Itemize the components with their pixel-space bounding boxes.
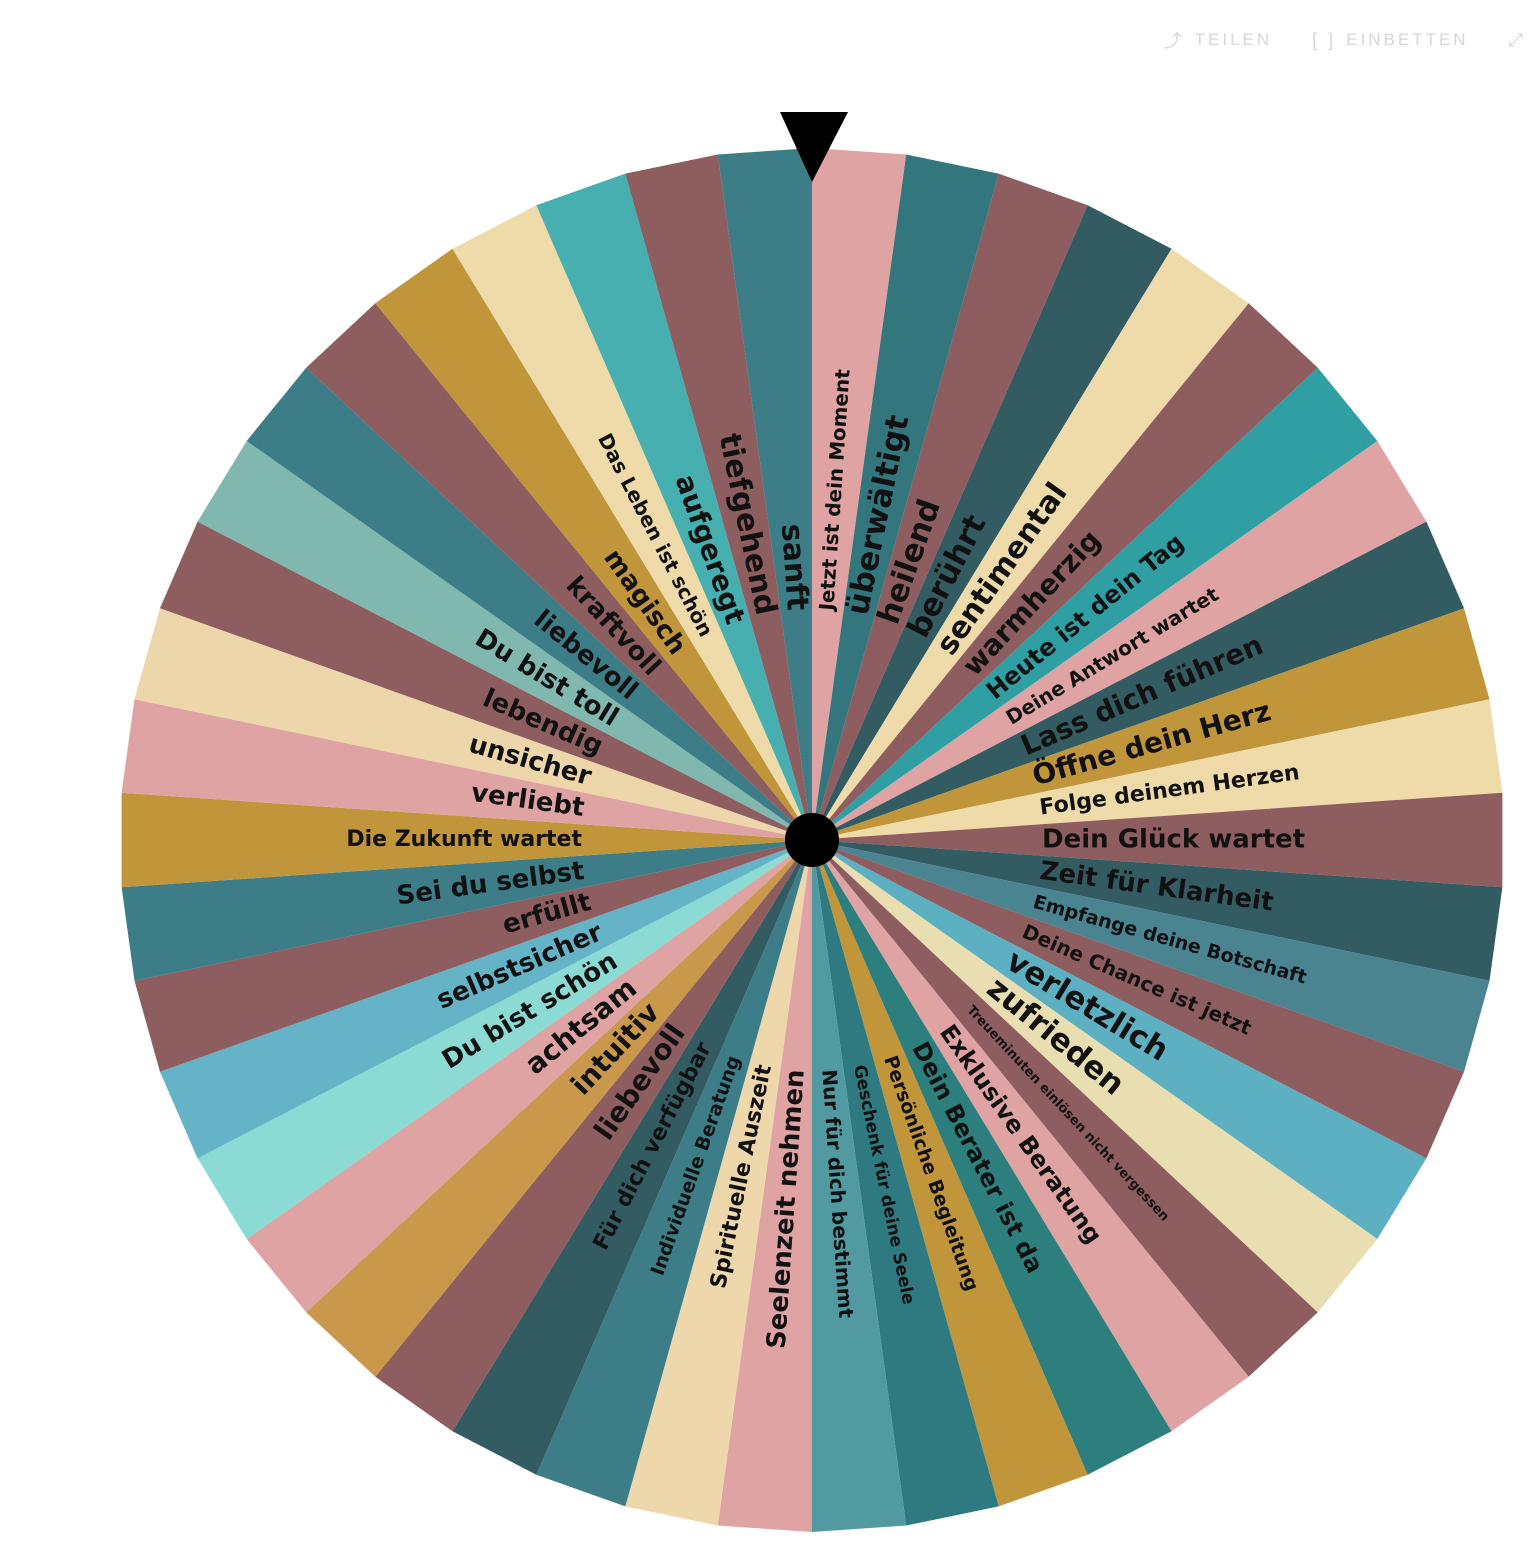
wheel-segment: [452, 840, 812, 1475]
wheel-segment: [197, 440, 812, 840]
wheel-segment: [812, 840, 1318, 1377]
wheel-segment: [536, 173, 812, 840]
wheel-segment: [812, 154, 999, 840]
fullscreen-icon: ⤢: [1508, 29, 1526, 50]
wheel-segment: [812, 840, 1503, 981]
wheel-segment: [159, 521, 812, 840]
wheel-segment: [306, 840, 812, 1377]
wheel-segment: [812, 840, 1378, 1313]
toolbar: ⤴ TEILEN [ ] EINBETTEN ⤢: [1164, 22, 1540, 58]
embed-button[interactable]: [ ] EINBETTEN: [1312, 30, 1468, 51]
wheel-segment: [625, 840, 812, 1526]
wheel-segment: [812, 440, 1427, 840]
wheel-segment: [536, 840, 812, 1507]
wheel-segment: [121, 840, 813, 981]
wheel-segment: [159, 840, 812, 1159]
wheel-segment: [812, 840, 907, 1532]
wheel-segment: [812, 840, 999, 1526]
wheel-segment: [812, 840, 1465, 1159]
wheel-segment: [134, 608, 813, 840]
wheel-segment-label: Dein Glück wartet: [1042, 825, 1305, 855]
wheel-pointer-icon: [780, 112, 848, 182]
wheel-segment: [812, 840, 1172, 1475]
wheel-segment: [812, 608, 1490, 840]
wheel-segments: [121, 148, 1503, 1532]
wheel-segment: [812, 148, 907, 840]
wheel-segment: [197, 840, 812, 1240]
wheel-segment: [812, 699, 1503, 840]
wheel-segment: [812, 840, 1490, 1072]
wheel-segment: [812, 840, 1249, 1432]
wheel-segment: [625, 154, 812, 840]
wheel-segment: [812, 205, 1172, 841]
share-button[interactable]: ⤴ TEILEN: [1164, 27, 1273, 53]
wheel-segment-label: sanft: [774, 523, 815, 612]
wheel-segment: [306, 303, 812, 841]
wheel-segment: [812, 248, 1249, 841]
wheel-segment: [812, 367, 1378, 840]
wheel-segment-label: Die Zukunft wartet: [346, 827, 582, 852]
wheel-segment: [812, 840, 1427, 1240]
wheel-segment: [717, 148, 812, 840]
wheel-segment: [812, 521, 1465, 840]
fullscreen-button[interactable]: ⤢: [1509, 30, 1526, 51]
wheel-segment: [246, 367, 812, 840]
wheel-hub[interactable]: [785, 813, 839, 867]
wheel-segment: [812, 173, 1088, 840]
embed-icon: [ ]: [1312, 29, 1337, 50]
share-icon: ⤴: [1163, 31, 1185, 51]
wheel-segment: [812, 303, 1318, 841]
embed-label: EINBETTEN: [1346, 30, 1469, 49]
wheel-segment: [452, 205, 812, 841]
wheel-segment: [121, 792, 813, 888]
wheel-segment: [375, 248, 812, 841]
wheel-segment: [121, 699, 813, 840]
wheel-segment: [812, 840, 1088, 1507]
share-label: TEILEN: [1194, 30, 1273, 49]
wheel-segment: [134, 840, 813, 1072]
wheel-segment: [246, 840, 812, 1313]
wheel-segment: [717, 840, 812, 1532]
wheel-segment: [375, 840, 812, 1432]
wheel-segment: [812, 792, 1503, 888]
